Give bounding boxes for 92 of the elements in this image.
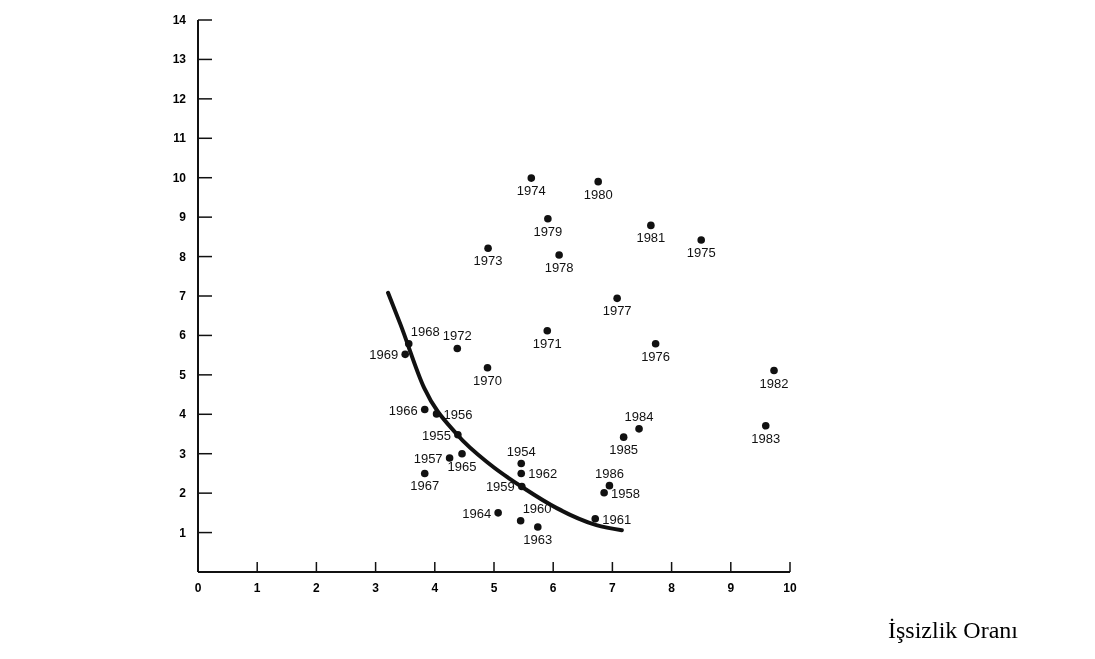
point [613,294,621,303]
point [555,251,563,259]
y-tick-label: 12 [172,91,187,106]
x-tick-label: 0 [194,581,202,595]
point [518,482,526,491]
annotation: 1954 [506,443,536,459]
annotation: 1978 [544,259,574,275]
y-tick-label: 14 [172,13,187,27]
point [458,449,466,458]
annotation: 1981 [636,230,666,246]
annotation: 1961 [602,511,632,527]
y-tick-label: 1 [179,525,187,540]
annotation: 1970 [473,372,502,388]
point [647,221,655,230]
point [770,366,778,375]
y-tick-label: 2 [179,486,187,501]
annotation: 1956 [443,406,473,422]
point [635,425,643,433]
y-tick-label: 10 [172,170,187,185]
annotation: 1955 [421,427,451,443]
annotation: 1975 [686,245,716,261]
point [454,430,462,439]
x-tick-label: 7 [609,581,617,595]
point [432,410,441,418]
x-tick-label: 3 [372,581,380,595]
point [591,514,600,523]
annotation: 1985 [609,442,639,458]
point [453,344,462,353]
point [619,433,628,441]
annotation: 1986 [594,465,624,481]
annotation: 1983 [751,430,781,446]
x-tick-label: 4 [431,581,439,595]
annotation: 1971 [532,335,562,351]
y-tick-label: 4 [179,407,187,422]
y-tick-label: 5 [179,367,187,382]
point [594,177,602,186]
point [404,339,413,348]
annotation: 1957 [413,451,443,467]
point [401,350,409,359]
annotation: 1969 [369,347,399,363]
x-tick-label: 9 [727,581,735,595]
point [445,454,454,462]
point [534,523,542,531]
point [651,339,660,348]
annotation: 1979 [533,223,563,239]
annotation: 1973 [473,253,503,269]
annotation: 1962 [528,466,558,482]
x-tick-label: 1 [253,581,261,595]
y-tick-label: 3 [179,446,187,461]
annotation: 1982 [759,375,789,391]
point [697,236,705,244]
x-tick-label: 2 [313,581,321,595]
annotation: 1966 [388,402,418,418]
annotation: 1963 [523,532,553,548]
point [761,421,770,430]
annotation: 1964 [462,505,492,521]
x-tick-label: 5 [490,581,498,595]
point [420,469,429,478]
point [517,469,526,478]
y-tick-label: 9 [179,210,187,225]
annotation: 1972 [442,328,472,344]
x-tick-label: 8 [668,581,676,595]
y-tick-label: 8 [179,249,187,264]
annotation: 1976 [641,348,671,364]
x-tick-label: 10 [783,581,797,595]
point [543,326,552,335]
x-axis-title: İşsizlik Oranı [888,617,1019,643]
point [527,174,536,182]
point [483,363,492,372]
point [600,488,608,497]
point [420,405,429,414]
annotation: 1974 [516,183,546,199]
annotation: 1960 [522,500,552,516]
point [517,459,526,468]
point [484,244,492,253]
point [605,481,614,490]
annotation: 1980 [583,186,613,202]
annotation: 1958 [611,485,641,501]
x-tick-label: 6 [549,581,557,595]
y-tick-label: 6 [179,328,187,343]
y-tick-label: 11 [173,131,187,146]
annotation: 1968 [410,323,440,339]
annotation: 1965 [447,458,477,474]
y-tick-label: 13 [172,52,187,67]
point [516,516,525,525]
annotation: 1967 [410,478,440,494]
annotation: 1977 [602,303,632,319]
annotation: 1959 [485,479,515,495]
y-tick-label: 7 [179,289,187,303]
annotation: 1984 [624,408,654,424]
point [544,214,552,223]
point [494,509,502,517]
